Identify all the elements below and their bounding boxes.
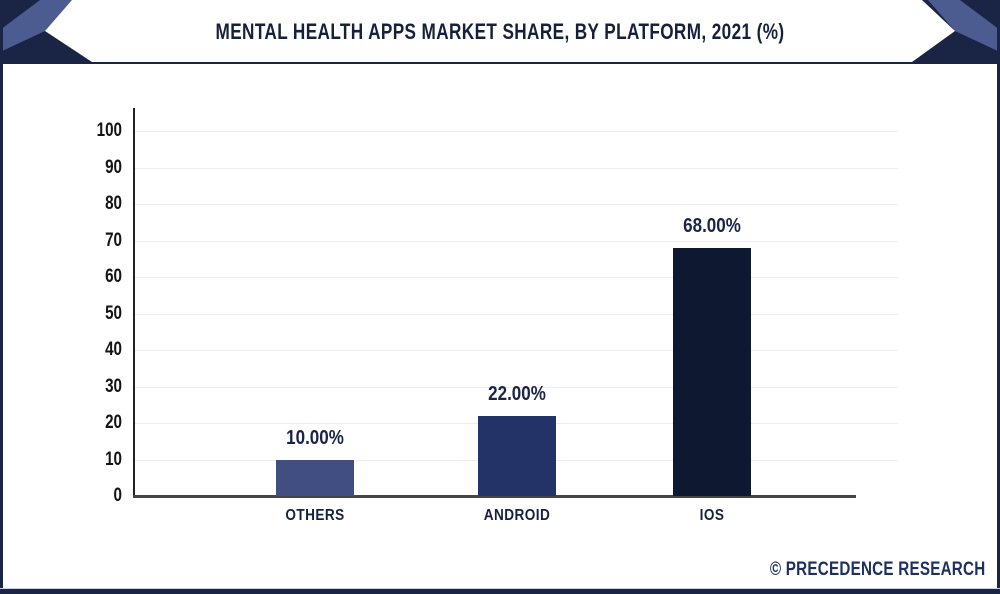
bar-others: [276, 459, 354, 496]
gridline: [133, 386, 898, 388]
bar-ios: [673, 247, 751, 496]
header-title-banner: [45, 0, 955, 62]
x-axis-line: [133, 495, 856, 498]
gridline: [133, 313, 898, 315]
y-tick-label: 40: [105, 339, 122, 360]
y-tick-label: 60: [105, 266, 122, 287]
bar-category-label: OTHERS: [285, 507, 345, 524]
source-credit: © PRECEDENCE RESEARCH: [769, 559, 985, 580]
gridline: [133, 240, 898, 242]
y-tick-label: 30: [105, 375, 122, 397]
header-band: MENTAL HEALTH APPS MARKET SHARE, BY PLAT…: [0, 0, 1000, 64]
bar-android: [478, 415, 556, 496]
bar-value-label: 68.00%: [683, 214, 741, 237]
bar-category-label: ANDROID: [483, 507, 551, 524]
y-tick-label: 70: [105, 229, 122, 251]
bar-value-label: 22.00%: [488, 382, 546, 405]
y-tick-label: 80: [105, 193, 122, 214]
y-tick-label: 0: [113, 485, 122, 506]
bar-value-label: 10.00%: [286, 426, 344, 449]
y-tick-label: 10: [105, 448, 122, 470]
frame-border-bottom: [0, 589, 1000, 594]
frame-border-left: [0, 0, 3, 594]
gridline: [133, 350, 898, 351]
y-tick-label: 50: [105, 302, 122, 324]
y-tick-label: 90: [105, 156, 122, 178]
frame-border-right: [997, 0, 1000, 594]
bar-category-label: IOS: [699, 507, 725, 524]
gridline: [133, 204, 898, 205]
y-tick-label: 100: [96, 120, 122, 141]
gridline: [133, 167, 898, 169]
y-tick-label: 20: [105, 412, 122, 433]
chart-title: MENTAL HEALTH APPS MARKET SHARE, BY PLAT…: [215, 19, 785, 44]
frame-border-bottom-accent: [0, 588, 1000, 589]
gridline: [133, 131, 898, 132]
y-axis-line: [133, 108, 135, 497]
gridline: [133, 277, 898, 278]
